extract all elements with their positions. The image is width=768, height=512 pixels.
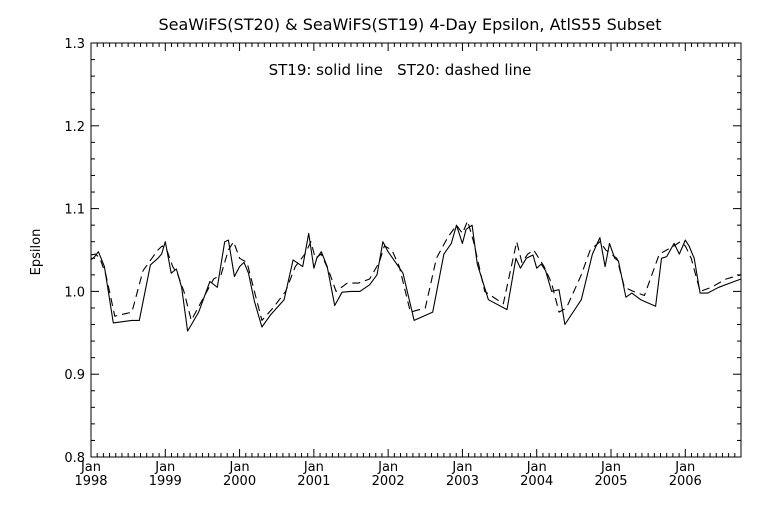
y-tick-label: 0.8 — [64, 451, 85, 466]
x-tick-year: 2003 — [446, 474, 479, 489]
x-tick-month: Jan — [674, 460, 695, 475]
x-tick-year: 2000 — [223, 474, 256, 489]
axis-ticks: 0.80.91.01.11.21.3Jan1998Jan1999Jan2000J… — [64, 37, 741, 489]
x-tick-year: 2006 — [669, 474, 702, 489]
x-tick-year: 2002 — [372, 474, 405, 489]
chart-title: SeaWiFS(ST20) & SeaWiFS(ST19) 4-Day Epsi… — [159, 15, 662, 34]
line-style-annotation: ST19: solid line ST20: dashed line — [269, 61, 532, 79]
y-tick-label: 1.2 — [64, 120, 85, 135]
plot-frame — [90, 42, 742, 458]
x-tick-month: Jan — [451, 460, 472, 475]
x-tick-month: Jan — [377, 460, 398, 475]
series-line-st20 — [90, 220, 742, 321]
x-tick-year: 1999 — [149, 474, 182, 489]
series-layer — [90, 220, 742, 332]
series-line-st19 — [90, 224, 742, 332]
x-tick-year: 2004 — [520, 474, 553, 489]
x-tick-month: Jan — [80, 460, 101, 475]
x-tick-year: 1998 — [74, 474, 107, 489]
y-tick-label: 1.1 — [64, 203, 85, 218]
x-tick-month: Jan — [303, 460, 324, 475]
y-tick-label: 0.9 — [64, 368, 85, 383]
x-tick-month: Jan — [229, 460, 250, 475]
x-tick-month: Jan — [154, 460, 175, 475]
y-tick-label: 1.3 — [64, 37, 85, 52]
x-tick-month: Jan — [600, 460, 621, 475]
y-axis-label: Epsilon — [29, 229, 44, 276]
x-tick-month: Jan — [526, 460, 547, 475]
x-tick-year: 2001 — [297, 474, 330, 489]
y-tick-label: 1.0 — [64, 285, 85, 300]
x-tick-year: 2005 — [594, 474, 627, 489]
